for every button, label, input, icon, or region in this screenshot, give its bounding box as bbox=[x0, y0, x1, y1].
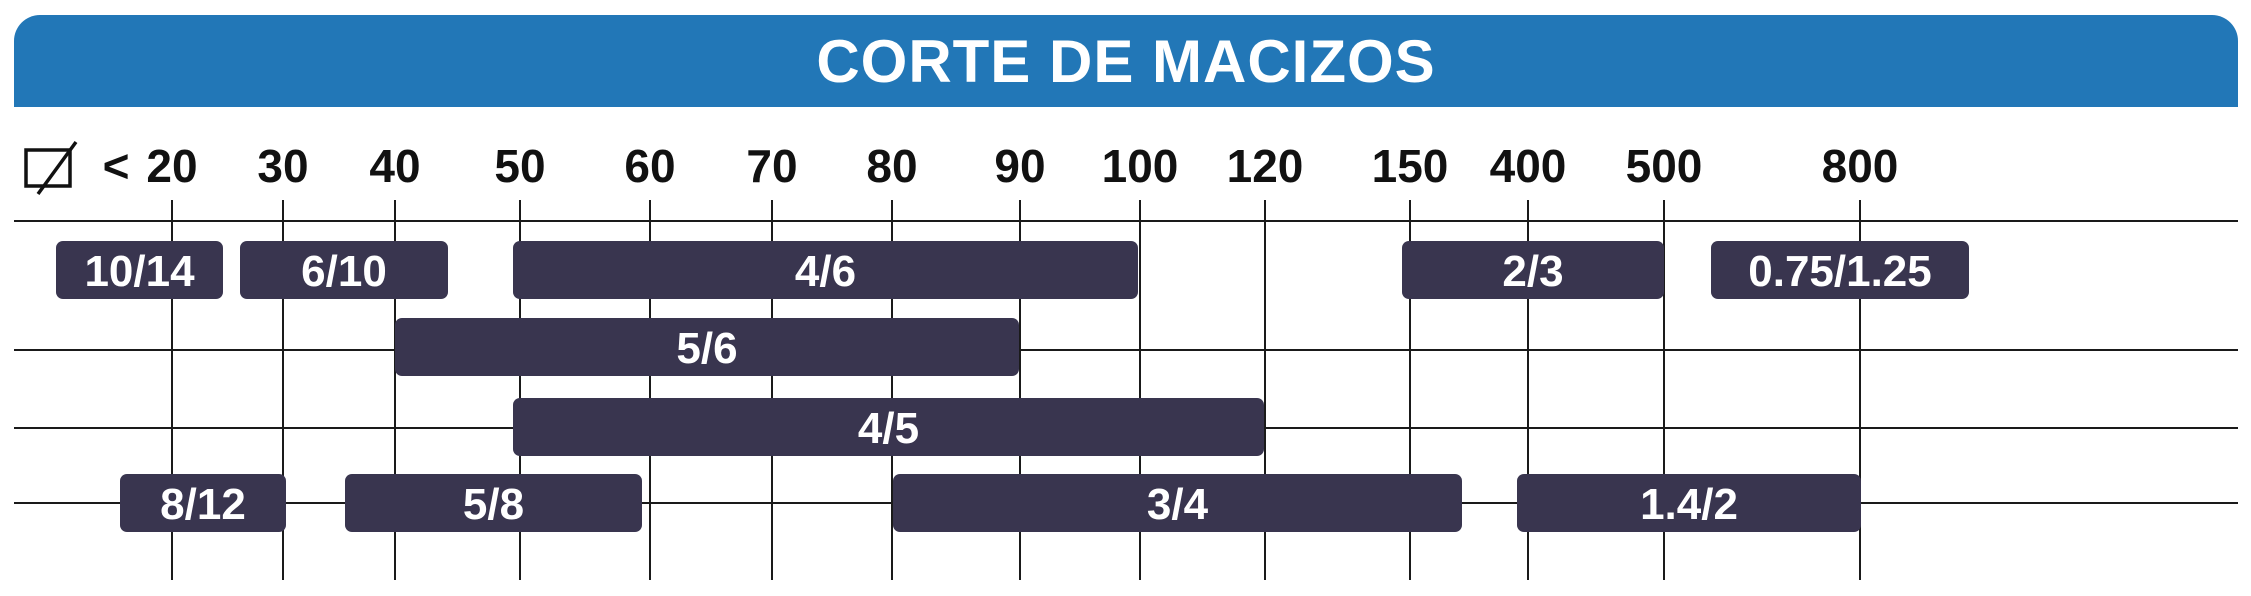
range-bar-label: 2/3 bbox=[1502, 247, 1563, 296]
page-title: CORTE DE MACIZOS bbox=[816, 27, 1436, 95]
range-bar-rect bbox=[893, 474, 1462, 532]
range-bar-rect bbox=[345, 474, 642, 532]
range-bar-rect bbox=[395, 318, 1019, 376]
tick-label: 100 bbox=[1102, 140, 1179, 192]
range-bar: 3/4 bbox=[893, 474, 1462, 532]
range-bar-rect bbox=[56, 241, 223, 299]
tick-label: 400 bbox=[1490, 140, 1567, 192]
tick-label: 50 bbox=[494, 140, 545, 192]
header-bar: CORTE DE MACIZOS bbox=[14, 15, 2238, 107]
range-bar-rect bbox=[513, 241, 1138, 299]
range-bar-label: 6/10 bbox=[301, 247, 387, 296]
tick-label: 30 bbox=[257, 140, 308, 192]
range-bar-label: 10/14 bbox=[84, 247, 195, 296]
range-bars: 10/14 6/10 4/6 2/3 0.75/1.25 5/6 4/5 8/12 5/8 3/4… bbox=[56, 241, 1969, 532]
range-bar: 4/5 bbox=[513, 398, 1264, 456]
axis-prefix-less-than: < bbox=[103, 140, 130, 192]
range-bar: 0.75/1.25 bbox=[1711, 241, 1969, 299]
range-bar-label: 1.4/2 bbox=[1640, 480, 1738, 529]
tick-label: 120 bbox=[1227, 140, 1304, 192]
tick-label: 20 bbox=[146, 140, 197, 192]
range-bar-label: 0.75/1.25 bbox=[1748, 247, 1932, 296]
tick-label: 40 bbox=[369, 140, 420, 192]
range-bar: 5/8 bbox=[345, 474, 642, 532]
tick-label: 60 bbox=[624, 140, 675, 192]
range-bar-rect bbox=[513, 398, 1264, 456]
range-bar-label: 5/8 bbox=[463, 480, 524, 529]
range-bar: 6/10 bbox=[240, 241, 448, 299]
range-bar-label: 8/12 bbox=[160, 480, 246, 529]
range-bar: 1.4/2 bbox=[1517, 474, 1861, 532]
range-bar-rect bbox=[120, 474, 286, 532]
range-bar-label: 3/4 bbox=[1147, 480, 1209, 529]
range-bar-label: 4/6 bbox=[795, 247, 856, 296]
range-bar: 2/3 bbox=[1402, 241, 1664, 299]
tick-label: 70 bbox=[746, 140, 797, 192]
tick-label: 80 bbox=[866, 140, 917, 192]
range-bar: 5/6 bbox=[395, 318, 1019, 376]
tick-labels: 20 30 40 50 60 70 80 90 100 120 150 400 500 800 < bbox=[103, 140, 1899, 192]
range-bar-rect bbox=[240, 241, 448, 299]
range-bar-rect bbox=[1517, 474, 1861, 532]
range-bar-rect bbox=[1402, 241, 1664, 299]
range-bar-rect bbox=[1711, 241, 1969, 299]
tick-label: 500 bbox=[1626, 140, 1703, 192]
diameter-icon bbox=[24, 140, 78, 196]
range-bar: 8/12 bbox=[120, 474, 286, 532]
range-bar: 10/14 bbox=[56, 241, 223, 299]
range-bar-label: 5/6 bbox=[676, 324, 737, 373]
range-bar: 4/6 bbox=[513, 241, 1138, 299]
tick-label: 150 bbox=[1372, 140, 1449, 192]
tick-label: 800 bbox=[1822, 140, 1899, 192]
tick-label: 90 bbox=[994, 140, 1045, 192]
range-bar-label: 4/5 bbox=[858, 404, 919, 453]
